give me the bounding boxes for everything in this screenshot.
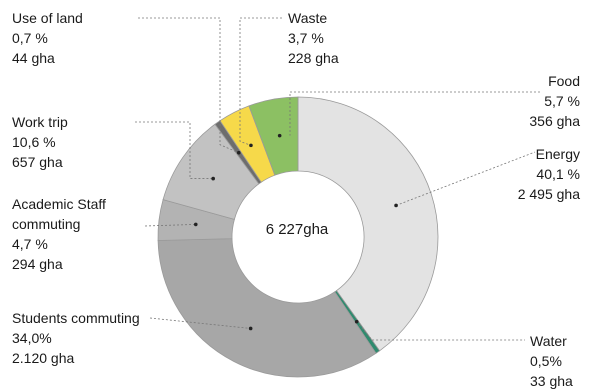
label-use-of-land: Use of land 0,7 % 44 gha — [12, 8, 83, 68]
label-use-of-land-name: Use of land — [12, 10, 83, 26]
label-academic-pct: 4,7 % — [12, 236, 48, 252]
leader-academic — [144, 224, 196, 227]
label-waste: Waste 3,7 % 228 gha — [288, 8, 339, 68]
label-work-trip-value: 657 gha — [12, 154, 63, 170]
leader-students — [149, 317, 251, 329]
label-water-name: Water — [530, 333, 567, 349]
label-use-of-land-value: 44 gha — [12, 50, 55, 66]
label-academic-staff: Academic Staff commuting 4,7 % 294 gha — [12, 194, 106, 274]
label-water: Water 0,5% 33 gha — [530, 331, 573, 391]
label-food-value: 356 gha — [529, 113, 580, 129]
leader-dot-waste — [249, 143, 253, 148]
label-work-trip-name: Work trip — [12, 114, 68, 130]
leader-dot-use-of-land — [236, 150, 241, 155]
leader-waste — [239, 17, 282, 146]
label-water-value: 33 gha — [530, 373, 573, 389]
label-students-pct: 34,0% — [12, 330, 52, 346]
label-energy-pct: 40,1 % — [536, 166, 580, 182]
label-waste-pct: 3,7 % — [288, 30, 324, 46]
label-work-trip: Work trip 10,6 % 657 gha — [12, 112, 68, 172]
leader-food — [289, 91, 540, 136]
slice-food — [248, 96, 299, 176]
leader-dot-water — [354, 319, 359, 324]
label-work-trip-pct: 10,6 % — [12, 134, 56, 150]
label-academic-value: 294 gha — [12, 256, 63, 272]
leader-dot-work-trip — [211, 176, 215, 181]
label-energy-name: Energy — [535, 146, 580, 162]
label-energy: Energy 40,1 % 2 495 gha — [518, 144, 580, 204]
label-academic-name-1: Academic Staff — [12, 196, 106, 212]
leader-energy — [395, 151, 536, 206]
label-waste-name: Waste — [288, 10, 328, 26]
leader-dot-food — [277, 133, 282, 138]
label-students-value: 2.120 gha — [12, 350, 75, 366]
leader-lines — [135, 17, 540, 341]
label-food-name: Food — [548, 73, 580, 89]
slice-energy — [297, 96, 439, 352]
leader-dot-students — [248, 326, 253, 331]
label-food-pct: 5,7 % — [544, 93, 580, 109]
leader-dot-academic — [193, 222, 198, 227]
leader-water — [356, 321, 525, 341]
leader-dot-energy — [394, 203, 398, 208]
total-label: 6 227gha — [265, 221, 329, 238]
label-water-pct: 0,5% — [530, 353, 562, 369]
label-students-commuting: Students commuting 34,0% 2.120 gha — [12, 308, 140, 368]
label-students-name: Students commuting — [12, 310, 140, 326]
slice-students-commuting — [157, 238, 377, 378]
label-waste-value: 228 gha — [288, 50, 339, 66]
label-academic-name-2: commuting — [12, 216, 81, 232]
leader-use-of-land — [138, 17, 239, 154]
label-use-of-land-pct: 0,7 % — [12, 30, 48, 46]
label-energy-value: 2 495 gha — [517, 186, 580, 202]
label-food: Food 5,7 % 356 gha — [529, 71, 580, 131]
